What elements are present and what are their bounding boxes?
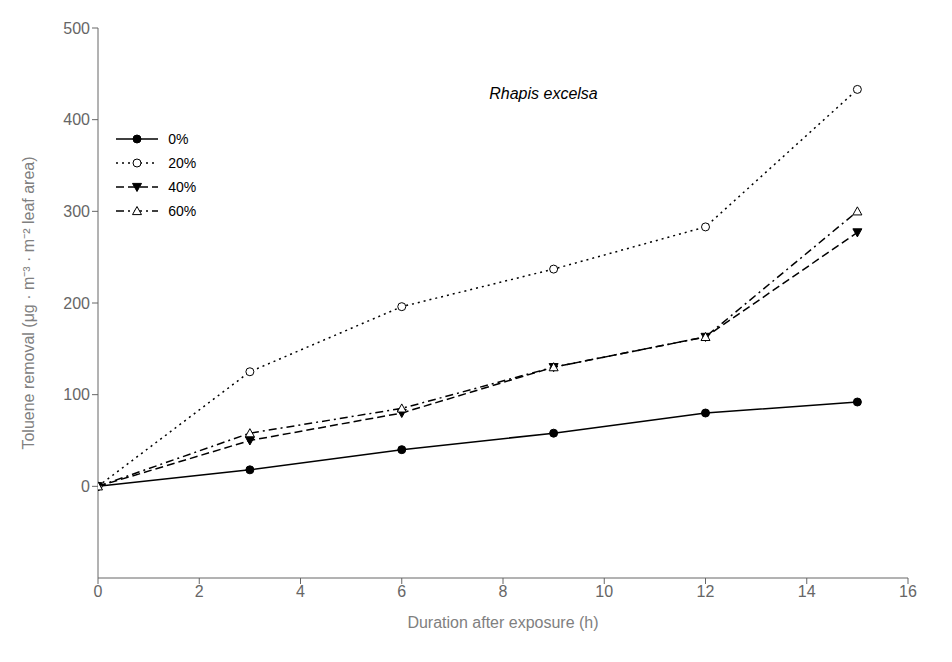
html-text:0%: 0% [168,131,189,147]
svg-text:8: 8 [499,583,508,600]
svg-text:200: 200 [63,295,90,312]
svg-text:12: 12 [697,583,715,600]
svg-text:Duration after exposure (h): Duration after exposure (h) [407,614,598,631]
html-text:Rhapis excelsa: Rhapis excelsa [489,85,598,102]
svg-text:4: 4 [296,583,305,600]
svg-text:400: 400 [63,111,90,128]
svg-text:100: 100 [63,386,90,403]
html-text:60%: 60% [168,203,197,219]
html-text:20%: 20% [168,155,197,171]
svg-text:300: 300 [63,203,90,220]
svg-text:10: 10 [595,583,613,600]
svg-text:0: 0 [81,478,90,495]
svg-text:16: 16 [899,583,917,600]
svg-text:6: 6 [397,583,406,600]
html-text:40%: 40% [168,179,197,195]
svg-text:14: 14 [798,583,816,600]
svg-text:Toluene removal (μg · m⁻³ · m⁻: Toluene removal (μg · m⁻³ · m⁻² leaf are… [20,156,37,449]
svg-text:500: 500 [63,20,90,37]
svg-text:0: 0 [94,583,103,600]
svg-text:2: 2 [195,583,204,600]
